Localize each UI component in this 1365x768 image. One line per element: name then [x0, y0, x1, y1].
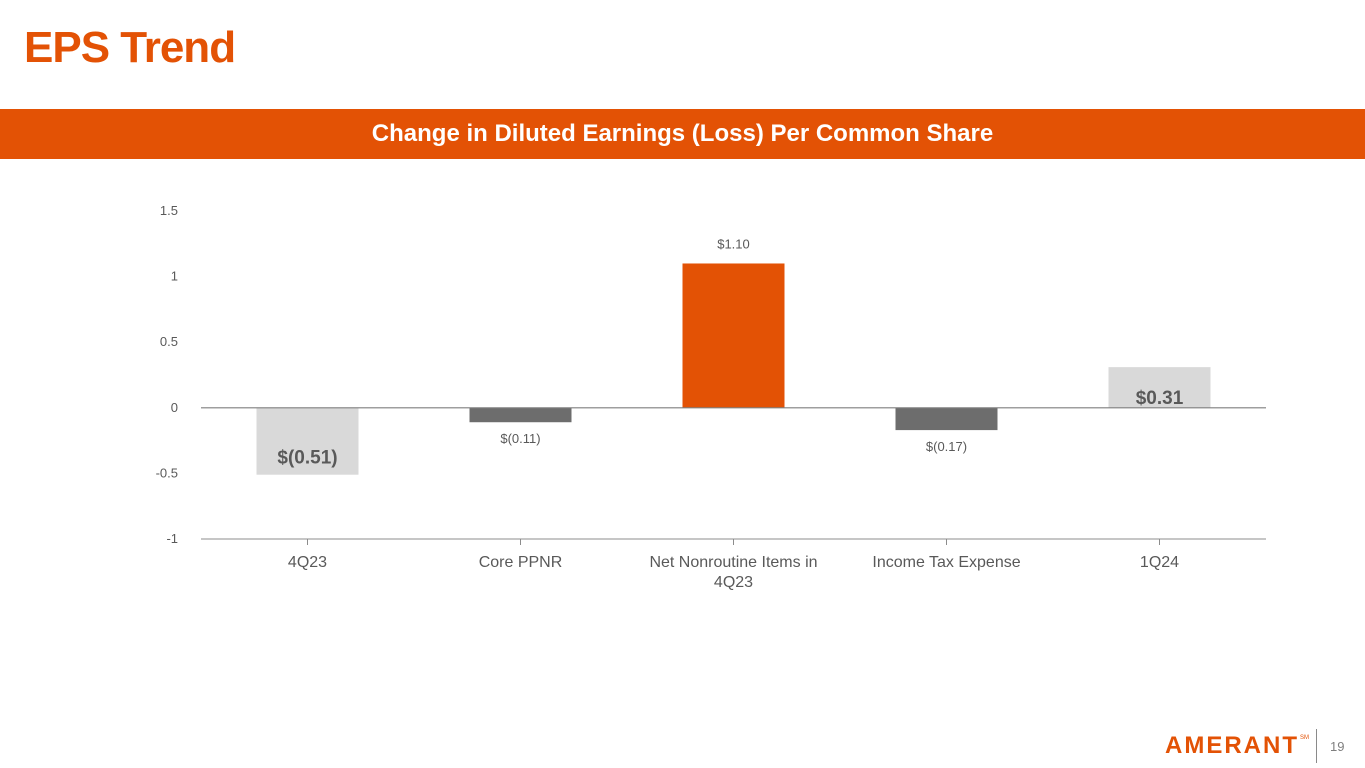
bar [469, 407, 572, 423]
amerant-logo: AMERANT SM [1165, 734, 1309, 758]
logo-wordmark: AMERANT [1165, 732, 1299, 759]
chart-title: Change in Diluted Earnings (Loss) Per Co… [371, 120, 994, 147]
data-label: $1.10 [717, 236, 750, 251]
x-tick-label: 4Q23 [288, 554, 327, 571]
bar [256, 407, 359, 475]
footer-divider [1316, 729, 1317, 763]
page-title: EPS Trend [24, 23, 236, 72]
y-tick-label: 0.5 [160, 334, 178, 349]
logo-service-mark: SM [1300, 735, 1309, 741]
bar [895, 407, 998, 431]
data-label: $(0.17) [926, 439, 967, 454]
data-label: $(0.11) [500, 431, 540, 446]
data-label: $0.31 [1136, 388, 1184, 409]
bar [1108, 367, 1211, 408]
y-tick-label: 0 [171, 400, 178, 415]
page-number: 19 [1330, 739, 1345, 754]
x-tick-label: Income Tax Expense [872, 554, 1020, 571]
y-tick-label: -1 [166, 531, 178, 546]
bar [682, 263, 785, 408]
data-label: $(0.51) [277, 448, 337, 469]
y-tick-label: 1 [171, 269, 178, 284]
x-tick-label: 1Q24 [1140, 554, 1179, 571]
chart-title-banner: Change in Diluted Earnings (Loss) Per Co… [0, 109, 1365, 159]
x-tick-label: Net Nonroutine Items in [649, 554, 817, 571]
y-tick-label: 1.5 [160, 203, 178, 218]
y-tick-label: -0.5 [156, 465, 178, 480]
x-tick-label: 4Q23 [714, 574, 753, 591]
x-tick-label: Core PPNR [479, 554, 563, 571]
